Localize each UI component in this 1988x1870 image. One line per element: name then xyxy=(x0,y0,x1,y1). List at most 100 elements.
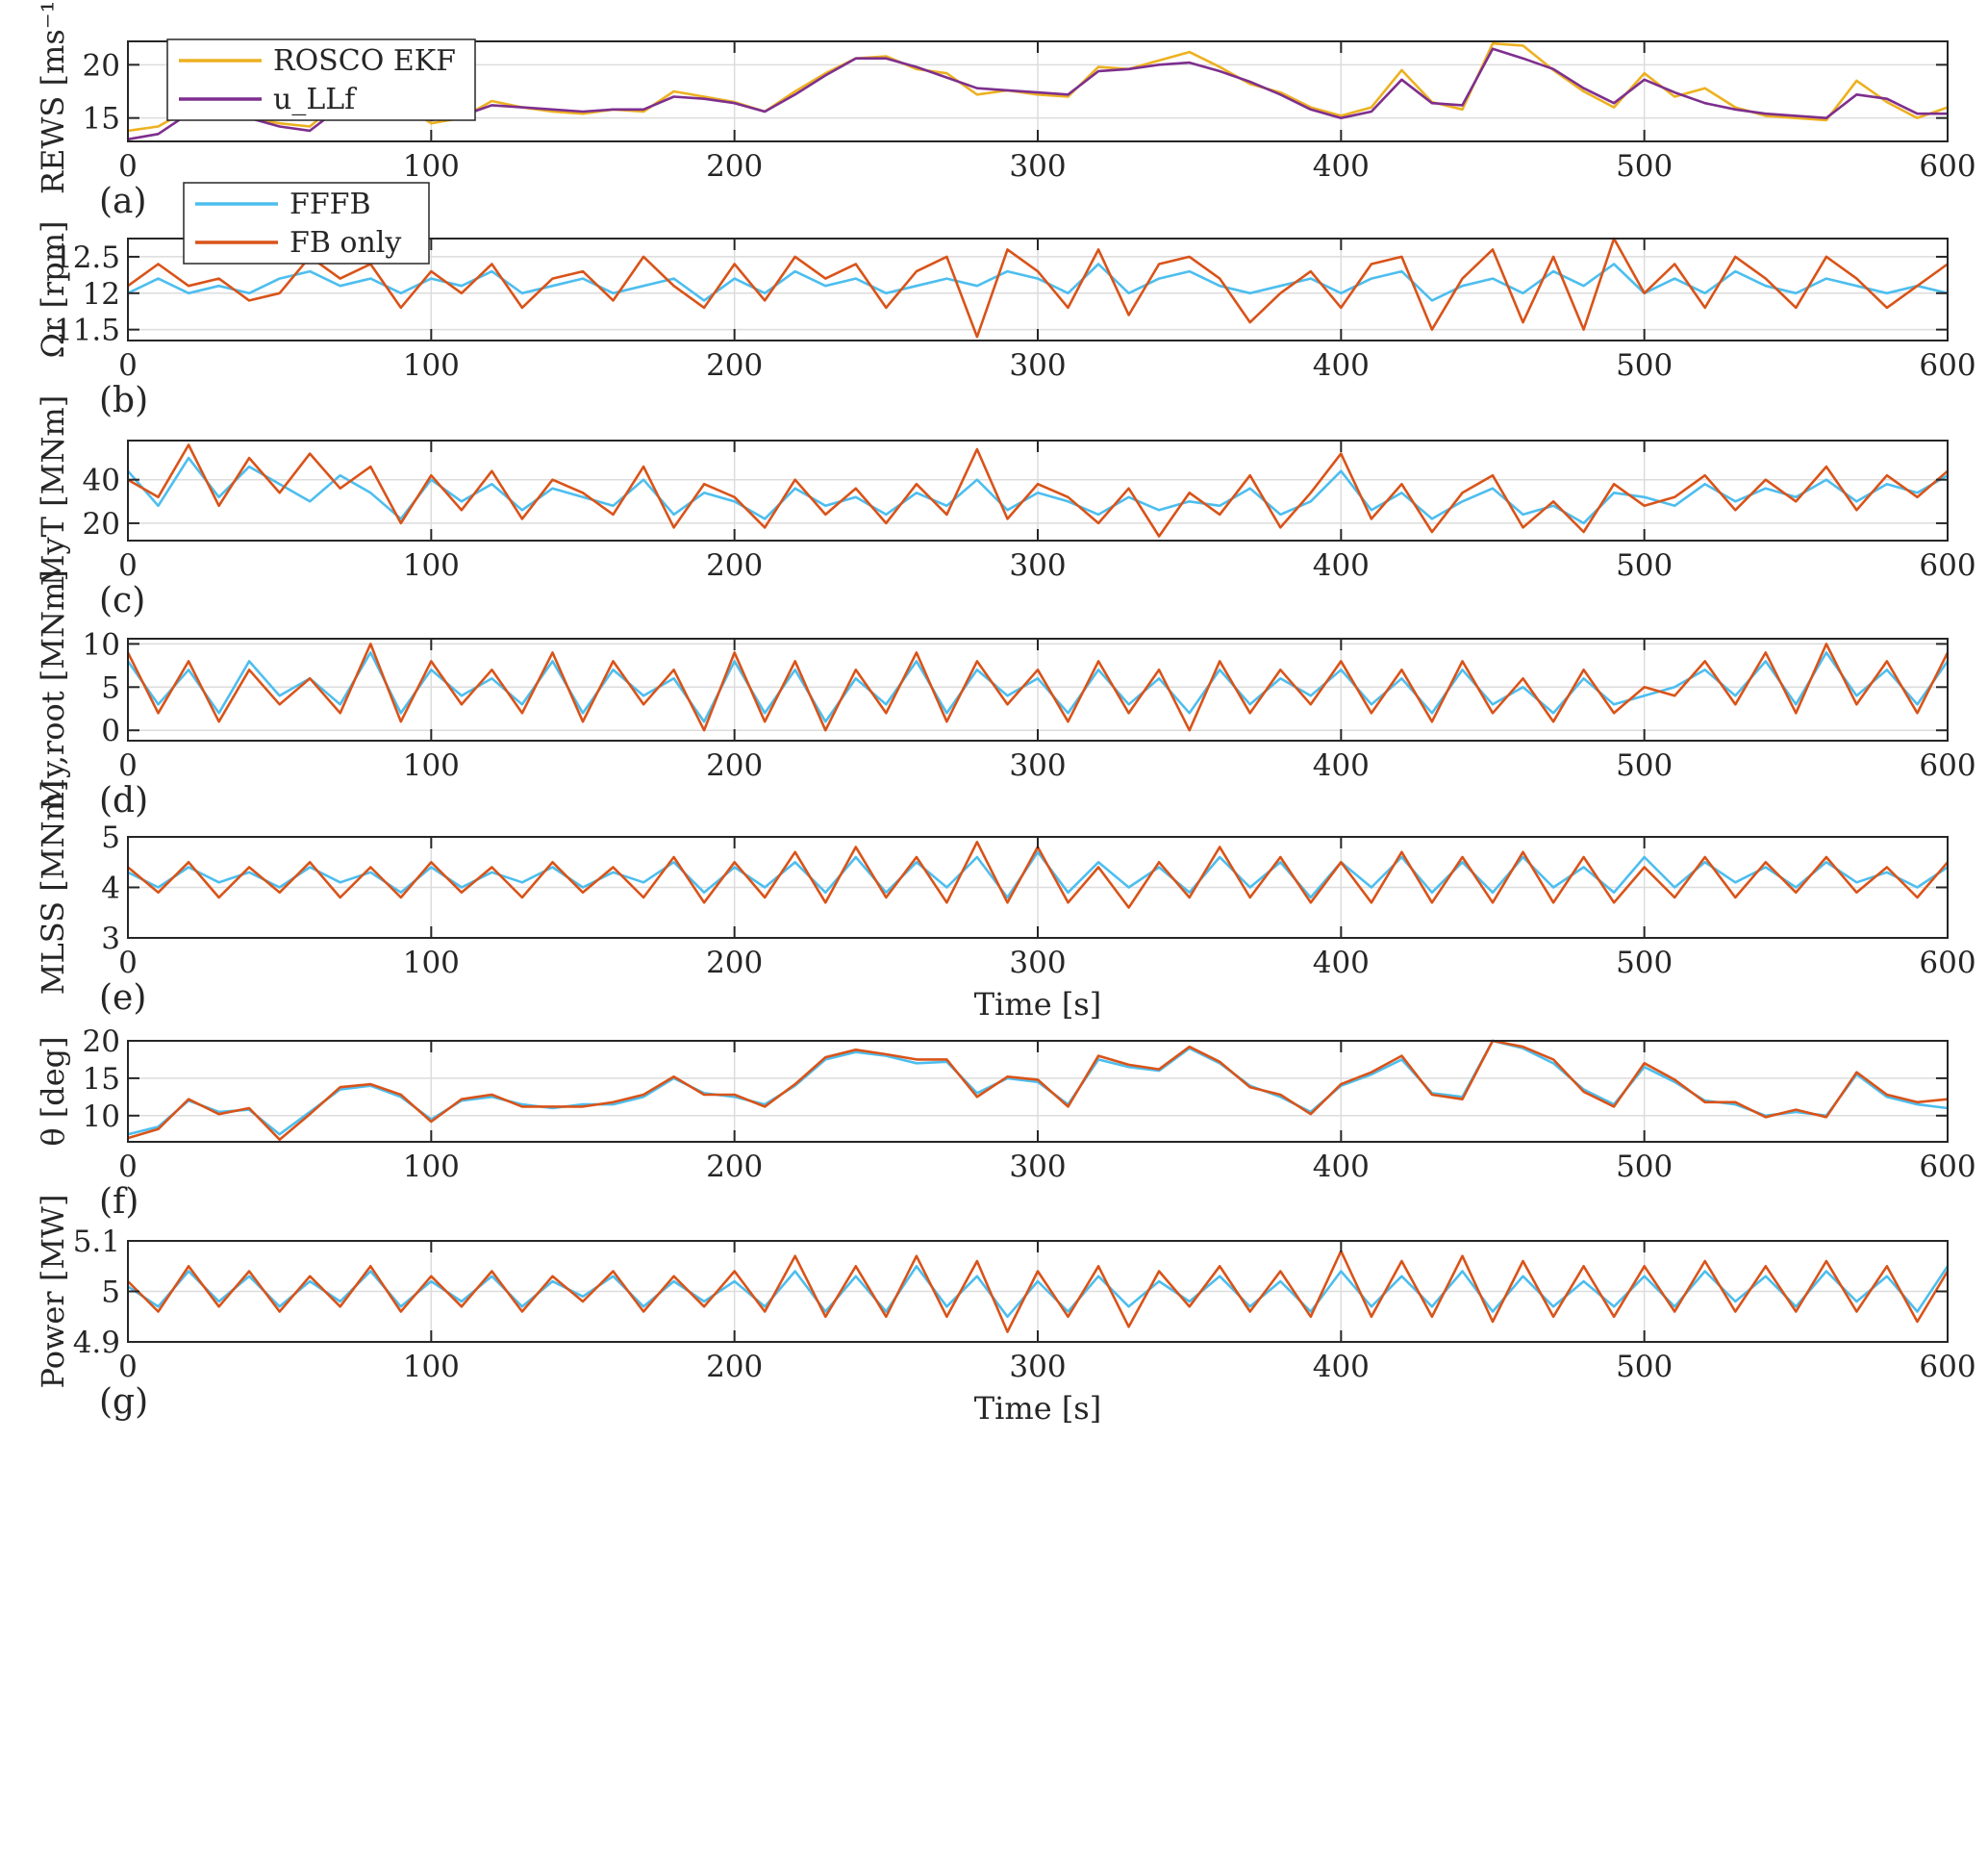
series-line-fb-only xyxy=(127,1250,1950,1333)
x-tick-label: 100 xyxy=(403,548,460,583)
series-line-rosco-ekf xyxy=(127,41,1949,133)
x-tick-label: 500 xyxy=(1616,1150,1673,1184)
x-tick-label: 400 xyxy=(1313,1350,1370,1384)
x-tick-label: 0 xyxy=(118,946,138,980)
panel-letter: (c) xyxy=(99,581,145,620)
x-tick-label: 300 xyxy=(1009,348,1066,383)
series-line-fffb xyxy=(127,456,1949,525)
x-tick-label: 400 xyxy=(1313,348,1370,383)
legend-entry: FFFB xyxy=(289,188,371,221)
y-tick-label: 4 xyxy=(101,872,120,906)
series-line-fb-only xyxy=(127,237,1949,339)
x-tick-label: 0 xyxy=(118,348,138,383)
x-tick-label: 400 xyxy=(1313,149,1370,184)
legend-entry: FB only xyxy=(289,226,401,260)
panel-c: 0 100 200 300 400 500 600 20 40 MyT [MNm] (c) xyxy=(35,395,1976,620)
x-tick-label: 400 xyxy=(1313,1150,1370,1184)
x-tick-label: 300 xyxy=(1009,548,1066,583)
legend-entry: u_LLf xyxy=(273,83,357,116)
x-tick-label: 600 xyxy=(1919,149,1975,184)
x-tick-label: 600 xyxy=(1919,548,1975,583)
y-axis-label: REWS [ms⁻¹] xyxy=(35,0,71,194)
y-tick-label: 12 xyxy=(83,277,120,312)
y-axis-label: My,root [MNm] xyxy=(35,569,71,810)
y-axis-label: MyT [MNm] xyxy=(35,395,71,586)
x-tick-label: 600 xyxy=(1919,748,1975,783)
panel-letter: (e) xyxy=(99,978,146,1018)
y-tick-label: 20 xyxy=(83,48,120,83)
series-line-fb-only xyxy=(127,1039,1949,1141)
y-tick-label: 15 xyxy=(83,102,120,137)
x-tick-label: 200 xyxy=(706,1350,763,1384)
grid xyxy=(128,639,1948,741)
x-tick-label: 0 xyxy=(118,1150,138,1184)
x-tick-label: 200 xyxy=(706,748,763,783)
series-line-fffb xyxy=(127,1039,1949,1136)
panel-d: 0 100 200 300 400 500 600 0 5 10 My,root [MNm] (d) xyxy=(35,569,1976,821)
y-tick-label: 20 xyxy=(83,507,120,542)
y-axis-label: Ωr [rpm] xyxy=(35,220,71,358)
y-tick-label: 5 xyxy=(101,821,120,855)
x-tick-label: 300 xyxy=(1009,149,1066,184)
x-tick-label: 200 xyxy=(706,348,763,383)
series-line-fffb xyxy=(127,1265,1950,1319)
y-tick-label: 0 xyxy=(101,714,120,748)
y-tick-label: 5 xyxy=(101,1276,120,1310)
series-line-fb-only xyxy=(126,643,1950,732)
y-tick-label: 11.5 xyxy=(54,314,120,348)
x-tick-label: 200 xyxy=(706,548,763,583)
x-tick-label: 0 xyxy=(118,548,138,583)
x-tick-label: 500 xyxy=(1616,548,1673,583)
x-tick-label: 300 xyxy=(1009,1350,1066,1384)
x-tick-label: 100 xyxy=(403,1150,460,1184)
series-line-fffb xyxy=(126,651,1950,723)
legend: FFFB FB only xyxy=(183,182,430,265)
x-tick-label: 0 xyxy=(118,1350,138,1384)
x-axis-label: Time [s] xyxy=(974,1390,1101,1427)
y-tick-label: 10 xyxy=(83,627,120,662)
x-tick-label: 300 xyxy=(1009,1150,1066,1184)
legend: ROSCO EKF u_LLf xyxy=(166,38,476,121)
panel-letter: (d) xyxy=(99,781,148,821)
y-axis-label: Power [MW] xyxy=(35,1195,71,1389)
legend-box xyxy=(166,38,476,121)
panel-letter: (f) xyxy=(99,1182,138,1222)
x-tick-label: 100 xyxy=(403,348,460,383)
panel-letter: (a) xyxy=(99,182,147,221)
legend-box xyxy=(183,182,430,265)
grid xyxy=(128,441,1948,541)
x-tick-label: 600 xyxy=(1919,946,1975,980)
x-tick-label: 500 xyxy=(1616,1350,1673,1384)
x-tick-label: 200 xyxy=(706,149,763,184)
x-tick-label: 0 xyxy=(118,748,138,783)
x-tick-label: 100 xyxy=(403,149,460,184)
y-axis-label: θ [deg] xyxy=(35,1036,71,1146)
x-tick-label: 500 xyxy=(1616,748,1673,783)
panel-letter: (b) xyxy=(99,381,148,420)
y-tick-label: 5 xyxy=(101,670,120,705)
x-tick-label: 500 xyxy=(1616,149,1673,184)
x-axis-label: Time [s] xyxy=(974,986,1101,1023)
x-tick-label: 500 xyxy=(1616,348,1673,383)
y-tick-label: 4.9 xyxy=(73,1326,120,1360)
x-tick-label: 400 xyxy=(1313,946,1370,980)
panel-e: 0 100 200 300 400 500 600 3 4 5 MLSS [MNm] (e) Time … xyxy=(35,780,1976,1023)
panel-a: 0 100 200 300 400 500 600 15 20 REWS [ms⁻¹] (a) ROS… xyxy=(35,0,1976,221)
x-tick-label: 600 xyxy=(1919,348,1975,383)
y-tick-label: 40 xyxy=(83,464,120,498)
y-tick-label: 5.1 xyxy=(73,1225,120,1259)
x-tick-label: 600 xyxy=(1919,1350,1975,1384)
x-tick-label: 0 xyxy=(118,149,138,184)
grid xyxy=(128,1240,1948,1343)
x-tick-label: 100 xyxy=(403,1350,460,1384)
y-axis-label: MLSS [MNm] xyxy=(35,780,71,996)
y-tick-label: 12.5 xyxy=(54,240,120,275)
x-tick-label: 500 xyxy=(1616,946,1673,980)
x-tick-label: 100 xyxy=(403,748,460,783)
y-tick-label: 20 xyxy=(83,1024,120,1059)
y-tick-label: 3 xyxy=(101,922,120,956)
